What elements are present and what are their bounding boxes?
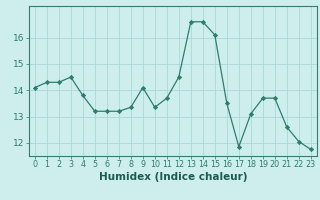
X-axis label: Humidex (Indice chaleur): Humidex (Indice chaleur) <box>99 172 247 182</box>
